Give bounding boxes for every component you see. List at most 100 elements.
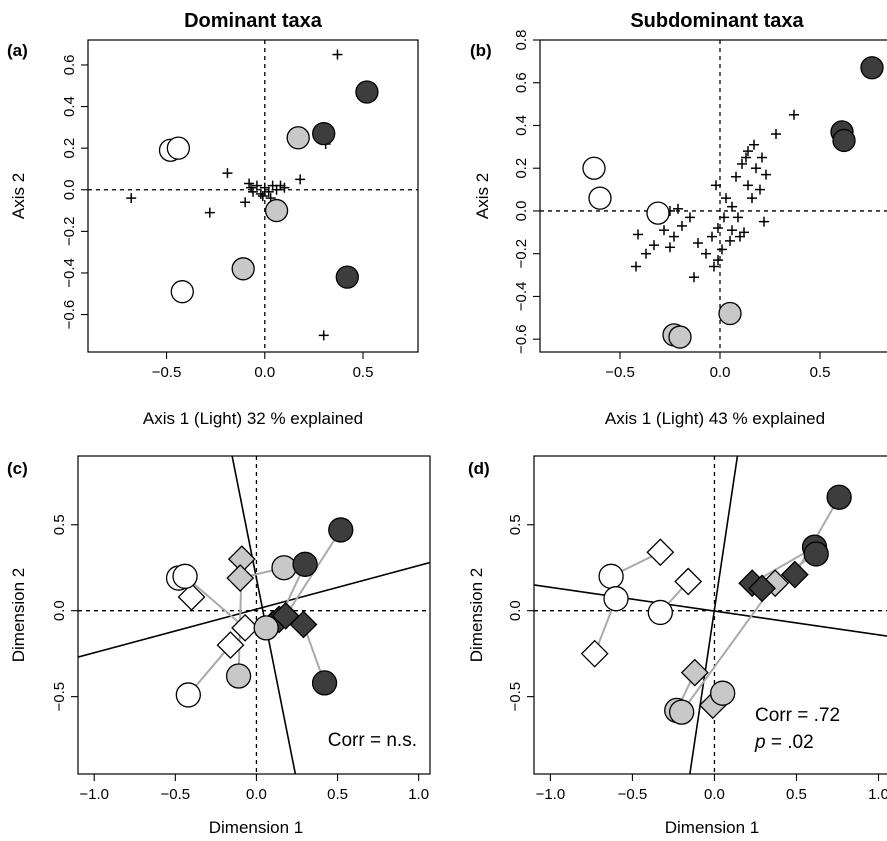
panel-b-ylabel: Axis 2: [473, 173, 492, 219]
site-marker-medium: [286, 126, 310, 150]
x-tick-label: −1.0: [536, 786, 566, 803]
site-marker-medium: [231, 257, 255, 281]
species-marker: [759, 216, 769, 227]
rotation-axis-line-1: [534, 584, 887, 637]
diamond-marker-light: [580, 639, 609, 668]
species-marker: [711, 180, 721, 191]
panel-d-ticks: −1.0 −0.5 0.0 0.5 1.0 −0.5 0.0 0.5: [507, 514, 887, 803]
panel-c-label: (c): [7, 459, 28, 478]
site-marker-light: [646, 201, 670, 225]
species-marker: [727, 225, 737, 236]
species-marker: [246, 182, 257, 193]
site-marker-light: [170, 280, 194, 304]
diamond-marker-medium: [226, 564, 255, 592]
species-marker: [771, 129, 781, 140]
y-tick-label: −0.5: [507, 682, 524, 712]
panel-d-ylabel: Dimension 2: [467, 568, 486, 663]
rotation-axis-line-2: [689, 456, 739, 774]
panel-a-xlabel: Axis 1 (Light) 32 % explained: [143, 409, 363, 428]
diamond-marker-light: [216, 631, 245, 660]
panel-b-data: [540, 40, 887, 352]
x-tick-label: 0.0: [246, 786, 267, 803]
y-tick-label: −0.6: [61, 300, 78, 330]
panel-c-annotation: Corr = n.s.: [328, 730, 417, 751]
diamond-marker-dark: [289, 610, 318, 639]
site-marker-dark: [826, 484, 852, 510]
diamond-marker-light: [646, 538, 675, 567]
rotation-axis-line-2: [231, 456, 297, 774]
site-marker-light: [588, 186, 612, 210]
species-marker: [743, 146, 753, 157]
species-marker: [633, 229, 643, 240]
site-marker-medium: [253, 615, 279, 641]
species-marker: [248, 186, 258, 197]
species-marker: [725, 235, 735, 246]
panel-b-frame: [539, 39, 887, 353]
species-marker: [719, 212, 729, 223]
diamond-marker-dark: [748, 574, 776, 603]
panel-d-data: [534, 456, 887, 774]
x-tick-label: 0.0: [704, 786, 725, 803]
panel-d-annotation-p: p = .02: [754, 732, 814, 753]
x-tick-label: 0.5: [786, 786, 807, 803]
site-marker-dark: [860, 56, 884, 80]
x-tick-label: 0.5: [810, 364, 831, 381]
rotation-axis-line-1: [78, 561, 430, 658]
species-marker: [263, 186, 274, 197]
x-tick-label: −1.0: [79, 786, 109, 803]
panel-a-frame: [87, 39, 419, 353]
site-marker-light: [647, 599, 673, 626]
panel-a-ticks: −0.5 0.0 0.5 −0.6 −0.4 −0.2 0.0 0.2 0.4 0.6: [61, 55, 373, 381]
species-marker: [741, 152, 751, 163]
species-marker: [713, 255, 723, 266]
panel-d: (d) Dimension 1 Dimension 2 −1.0 −0.5 0.0 0…: [467, 455, 887, 837]
species-marker: [689, 272, 699, 283]
species-marker: [673, 203, 683, 214]
species-marker: [761, 169, 771, 180]
x-tick-label: −0.5: [618, 786, 648, 803]
species-marker: [727, 201, 737, 212]
species-marker: [717, 244, 727, 255]
species-marker: [665, 242, 675, 253]
diamond-marker-light: [231, 613, 259, 642]
site-marker-dark: [803, 541, 829, 567]
y-tick-label: 0.0: [51, 600, 68, 621]
site-marker-medium: [710, 680, 736, 706]
panel-a-data: [88, 40, 418, 352]
species-marker: [222, 168, 233, 179]
panel-b-xlabel: Axis 1 (Light) 43 % explained: [605, 409, 825, 428]
site-marker-dark: [311, 670, 338, 696]
x-tick-label: −0.5: [161, 786, 191, 803]
species-marker: [743, 180, 753, 191]
species-marker: [693, 238, 703, 249]
species-marker: [295, 174, 306, 185]
site-marker-light: [582, 156, 606, 180]
p-value: = .02: [766, 732, 814, 753]
species-marker: [731, 171, 741, 182]
species-marker: [685, 212, 695, 223]
panel-c-ticks: −1.0 −0.5 0.0 0.5 1.0 −0.5 0.0 0.5: [51, 514, 429, 803]
site-marker-dark: [312, 121, 336, 146]
species-marker: [318, 330, 329, 341]
site-marker-medium: [668, 325, 692, 349]
panel-a: Dominant taxa (a) Axis 1 (Light) 32 % ex…: [7, 10, 419, 428]
site-marker-medium: [264, 198, 289, 223]
y-tick-label: 0.6: [61, 55, 78, 76]
diamond-marker-light: [177, 583, 206, 611]
y-tick-label: −0.6: [513, 324, 530, 354]
y-tick-label: −0.4: [61, 258, 78, 288]
y-tick-label: 0.2: [61, 138, 78, 159]
panel-a-title: Dominant taxa: [184, 10, 323, 32]
site-marker-dark: [355, 80, 379, 104]
species-marker: [735, 231, 745, 242]
site-marker-light: [166, 136, 191, 160]
species-marker: [733, 212, 743, 223]
y-tick-label: −0.2: [513, 239, 530, 269]
species-marker: [659, 225, 669, 236]
species-marker: [709, 261, 719, 272]
species-marker: [751, 163, 761, 174]
panel-c-xlabel: Dimension 1: [209, 818, 304, 837]
species-marker: [204, 207, 215, 218]
site-marker-medium: [271, 555, 297, 581]
